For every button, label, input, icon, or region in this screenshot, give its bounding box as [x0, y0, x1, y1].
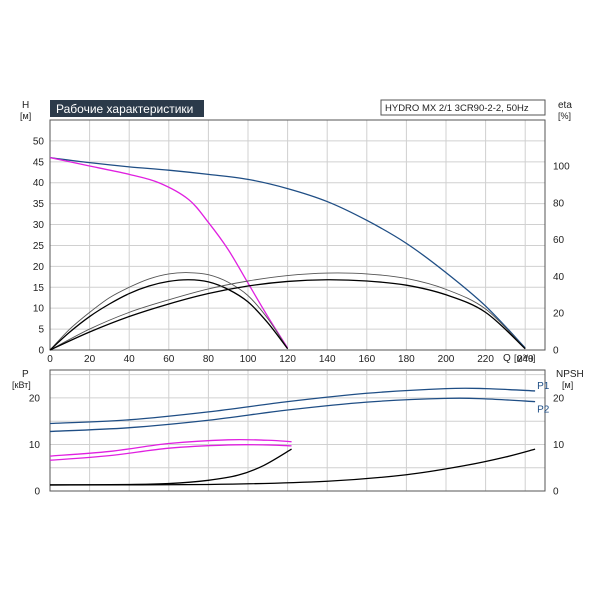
y2-axis-unit: [%]	[558, 111, 571, 121]
npsh-axis-unit: [м]	[562, 380, 573, 390]
power-tick-label: 20	[29, 393, 41, 404]
x-tick-label: 20	[84, 354, 96, 365]
npsh-tick-label: 10	[553, 440, 565, 451]
power-axis-unit: [кВт]	[12, 380, 31, 390]
x-tick-label: 160	[358, 354, 375, 365]
series-lines	[49, 156, 536, 486]
model-label-box	[380, 99, 546, 116]
x-tick-label: 120	[279, 354, 296, 365]
chart-title: Рабочие характеристики	[56, 102, 193, 116]
bottom-series-line-0	[49, 387, 536, 425]
bottom-series-line-2	[49, 438, 292, 457]
npsh-axis-label: NPSH	[556, 369, 584, 380]
y-tick-label: 5	[38, 325, 44, 336]
series-labels: P1 P2	[537, 381, 550, 416]
y-tick-label: 35	[33, 199, 45, 210]
x-tick-label: 100	[240, 354, 257, 365]
y-tick-label: 10	[33, 304, 45, 315]
y2-axis-label: eta	[558, 100, 572, 111]
x-tick-label: 180	[398, 354, 415, 365]
y-tick-label: 40	[33, 178, 45, 189]
npsh-tick-label: 0	[553, 487, 559, 498]
x-tick-label: 40	[124, 354, 136, 365]
model-label: HYDRO MX 2/1 3CR90-2-2, 50Hz	[385, 103, 529, 114]
x-axis-label: Q	[503, 353, 511, 364]
npsh-tick-label: 20	[553, 393, 565, 404]
bottom-series-line-5	[49, 448, 536, 486]
x-tick-label: 200	[438, 354, 455, 365]
top-series-line-0	[49, 156, 526, 349]
series-label-p1: P1	[537, 381, 550, 392]
y-tick-label: 0	[38, 346, 44, 357]
top-plot-frame	[49, 119, 546, 351]
tick-labels: 0 20 40 60 80 100 120 140 160 180 200 220 2400510152…	[29, 136, 570, 497]
x-tick-label: 140	[319, 354, 336, 365]
x-tick-label: 0	[47, 354, 53, 365]
y-tick-label: 25	[33, 241, 45, 252]
bottom-plot-frame	[49, 369, 546, 492]
bottom-series-line-4	[49, 448, 292, 486]
x-tick-label: 60	[163, 354, 175, 365]
power-tick-label: 0	[34, 487, 40, 498]
power-axis-label: P	[22, 369, 29, 380]
x-tick-label: 240	[517, 354, 534, 365]
top-series-line-5	[49, 279, 526, 351]
y-tick-label: 45	[33, 157, 45, 168]
y2-tick-label: 60	[553, 235, 565, 246]
top-series-line-3	[49, 279, 289, 351]
x-tick-label: 220	[477, 354, 494, 365]
x-tick-label: 80	[203, 354, 215, 365]
power-tick-label: 10	[29, 440, 41, 451]
top-gridlines	[49, 120, 545, 351]
x-axis-unit: [м³/ч]	[514, 353, 535, 363]
series-label-p2: P2	[537, 405, 550, 416]
top-series-line-4	[49, 272, 526, 351]
title-box	[50, 100, 204, 117]
bottom-series-line-3	[49, 443, 292, 461]
y2-tick-label: 20	[553, 309, 565, 320]
y-tick-label: 15	[33, 283, 45, 294]
top-series-line-1	[49, 157, 289, 349]
bottom-series-line-1	[49, 397, 536, 433]
y2-tick-label: 100	[553, 162, 570, 173]
y2-tick-label: 80	[553, 198, 565, 209]
y2-tick-label: 0	[553, 346, 559, 357]
y-tick-label: 50	[33, 136, 45, 147]
top-series-line-2	[49, 272, 288, 351]
y-axis-label: H	[22, 100, 29, 111]
y2-tick-label: 40	[553, 272, 565, 283]
y-tick-label: 30	[33, 220, 45, 231]
y-tick-label: 20	[33, 262, 45, 273]
y-axis-unit: [м]	[20, 111, 31, 121]
